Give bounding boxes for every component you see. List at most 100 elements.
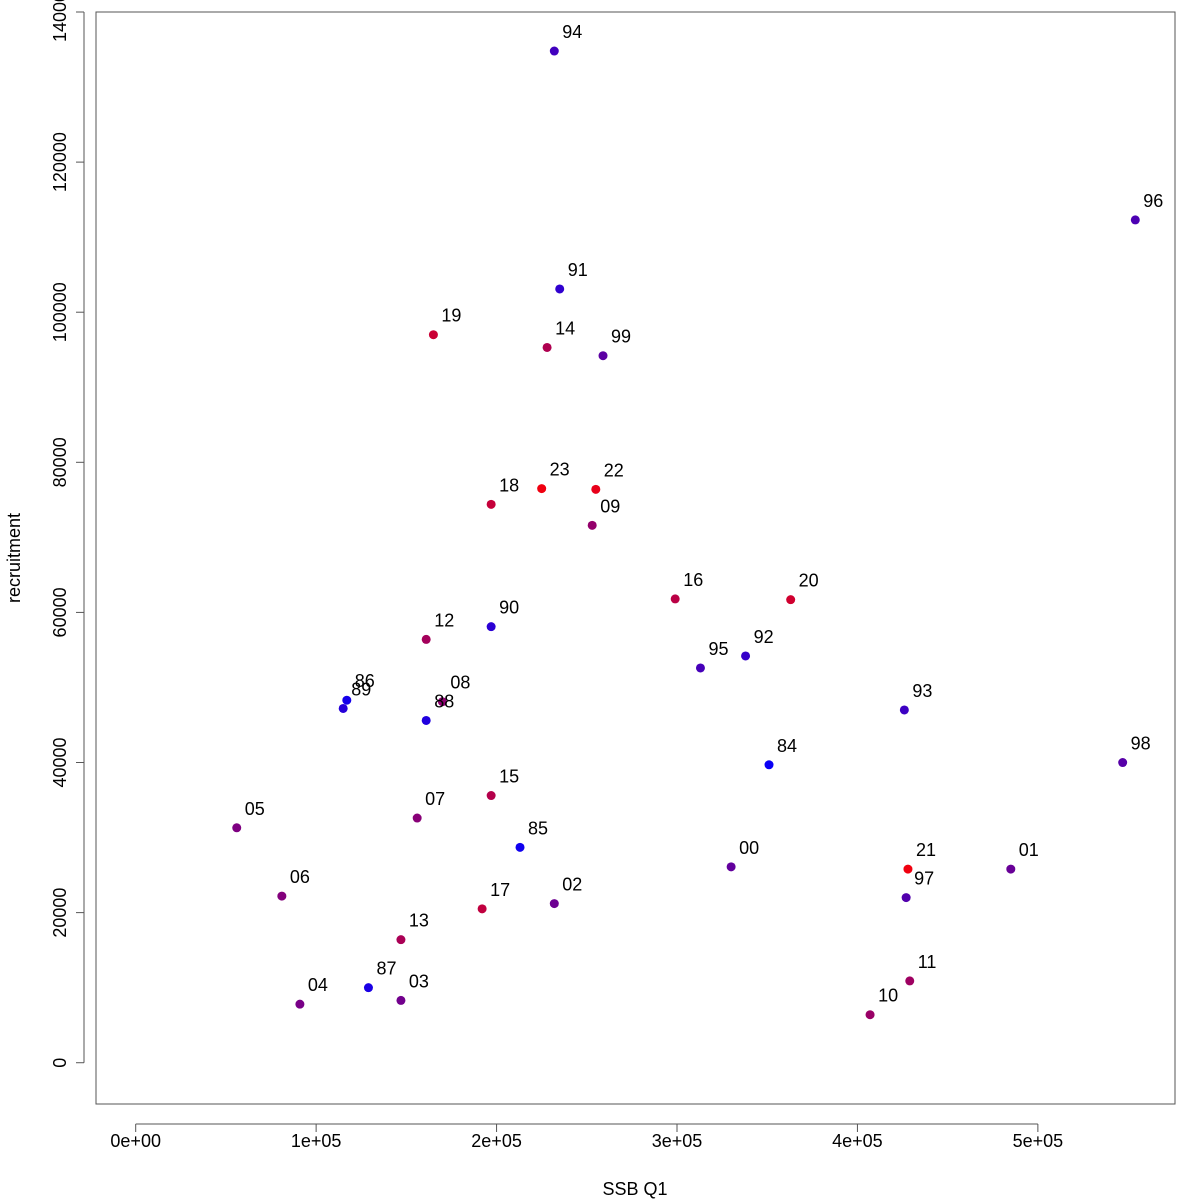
point-label-21: 21 [916, 840, 936, 860]
y-tick-label: 40000 [50, 737, 70, 787]
data-point-03 [396, 995, 406, 1005]
point-label-23: 23 [550, 460, 570, 480]
data-point-14 [542, 342, 552, 352]
data-point-87 [363, 983, 373, 993]
data-point-92 [741, 651, 751, 661]
data-point-08 [437, 697, 447, 707]
y-tick-label: 140000 [50, 0, 70, 42]
point-label-22: 22 [604, 460, 624, 480]
data-point-18 [486, 499, 496, 509]
point-label-97: 97 [914, 869, 934, 889]
point-label-04: 04 [308, 975, 328, 995]
data-point-95 [695, 663, 705, 673]
y-tick-label: 60000 [50, 587, 70, 637]
point-labels: 84 85 86 87 88 89 90 91 92 93 94 95 96 97 98 99 00 01 02 03… [245, 22, 1164, 1006]
data-point-05 [232, 823, 242, 833]
plot-frame [95, 11, 1176, 1105]
data-point-02 [549, 899, 559, 909]
point-label-02: 02 [562, 875, 582, 895]
x-tick-label: 0e+00 [110, 1131, 161, 1151]
data-point-06 [277, 891, 287, 901]
point-label-00: 00 [739, 838, 759, 858]
data-point-89 [338, 703, 348, 713]
point-label-11: 11 [918, 952, 937, 972]
point-label-01: 01 [1019, 840, 1039, 860]
y-tick-label: 100000 [50, 282, 70, 342]
point-label-14: 14 [555, 318, 575, 338]
data-point-16 [670, 594, 680, 604]
x-axis: 0e+00 1e+05 2e+05 3e+05 4e+05 5e+05 [110, 1123, 1064, 1151]
data-point-86 [342, 695, 352, 705]
point-label-88: 88 [434, 691, 454, 711]
point-label-03: 03 [409, 971, 429, 991]
data-point-91 [555, 284, 565, 294]
point-label-06: 06 [290, 867, 310, 887]
data-point-22 [591, 484, 601, 494]
data-point-09 [587, 520, 597, 530]
data-point-88 [421, 715, 431, 725]
x-axis-title: SSB Q1 [602, 1179, 667, 1199]
point-label-94: 94 [562, 22, 582, 42]
point-label-17: 17 [490, 880, 510, 900]
data-point-17 [477, 904, 487, 914]
data-point-12 [421, 634, 431, 644]
point-label-90: 90 [499, 598, 519, 618]
x-tick-label: 3e+05 [652, 1131, 703, 1151]
point-label-98: 98 [1131, 734, 1151, 754]
y-tick-label: 120000 [50, 132, 70, 192]
x-tick-label: 5e+05 [1013, 1131, 1064, 1151]
data-point-23 [537, 484, 547, 494]
point-label-05: 05 [245, 799, 265, 819]
point-label-10: 10 [878, 986, 898, 1006]
point-label-19: 19 [441, 306, 461, 326]
data-point-85 [515, 842, 525, 852]
point-label-08: 08 [450, 673, 470, 693]
point-label-86: 86 [355, 671, 375, 691]
y-tick-label: 0 [50, 1058, 70, 1068]
point-label-85: 85 [528, 818, 548, 838]
point-label-99: 99 [611, 327, 631, 347]
data-point-11 [905, 976, 915, 986]
data-point-13 [396, 935, 406, 945]
y-axis: 0 20000 40000 60000 80000 100000 120000 140000 [50, 0, 85, 1068]
point-label-12: 12 [434, 610, 454, 630]
data-point-21 [903, 864, 913, 874]
point-label-15: 15 [499, 767, 519, 787]
point-label-92: 92 [754, 627, 774, 647]
data-point-99 [598, 351, 608, 361]
data-point-01 [1006, 864, 1016, 874]
y-axis-title: recruitment [4, 513, 24, 603]
point-label-84: 84 [777, 736, 797, 756]
point-label-09: 09 [600, 496, 620, 516]
data-point-84 [764, 760, 774, 770]
data-point-98 [1118, 758, 1128, 768]
y-tick-label: 20000 [50, 888, 70, 938]
data-point-07 [412, 813, 422, 823]
data-point-00 [726, 862, 736, 872]
data-point-90 [486, 622, 496, 632]
point-label-91: 91 [568, 260, 588, 280]
data-point-93 [899, 705, 909, 715]
data-point-96 [1130, 215, 1140, 225]
data-point-10 [865, 1010, 875, 1020]
x-tick-label: 1e+05 [291, 1131, 342, 1151]
point-label-07: 07 [425, 789, 445, 809]
data-point-94 [549, 46, 559, 56]
x-tick-label: 2e+05 [471, 1131, 522, 1151]
data-point-20 [786, 595, 796, 605]
point-label-87: 87 [376, 959, 396, 979]
data-point-04 [295, 999, 305, 1009]
point-label-18: 18 [499, 475, 519, 495]
point-label-96: 96 [1143, 191, 1163, 211]
data-point-19 [428, 330, 438, 340]
point-label-95: 95 [708, 639, 728, 659]
point-label-13: 13 [409, 911, 429, 931]
y-tick-label: 80000 [50, 437, 70, 487]
data-points [232, 46, 1140, 1020]
x-tick-label: 4e+05 [832, 1131, 883, 1151]
point-label-89: 89 [351, 679, 371, 699]
point-label-16: 16 [683, 570, 703, 590]
point-label-93: 93 [912, 681, 932, 701]
point-label-20: 20 [799, 571, 819, 591]
